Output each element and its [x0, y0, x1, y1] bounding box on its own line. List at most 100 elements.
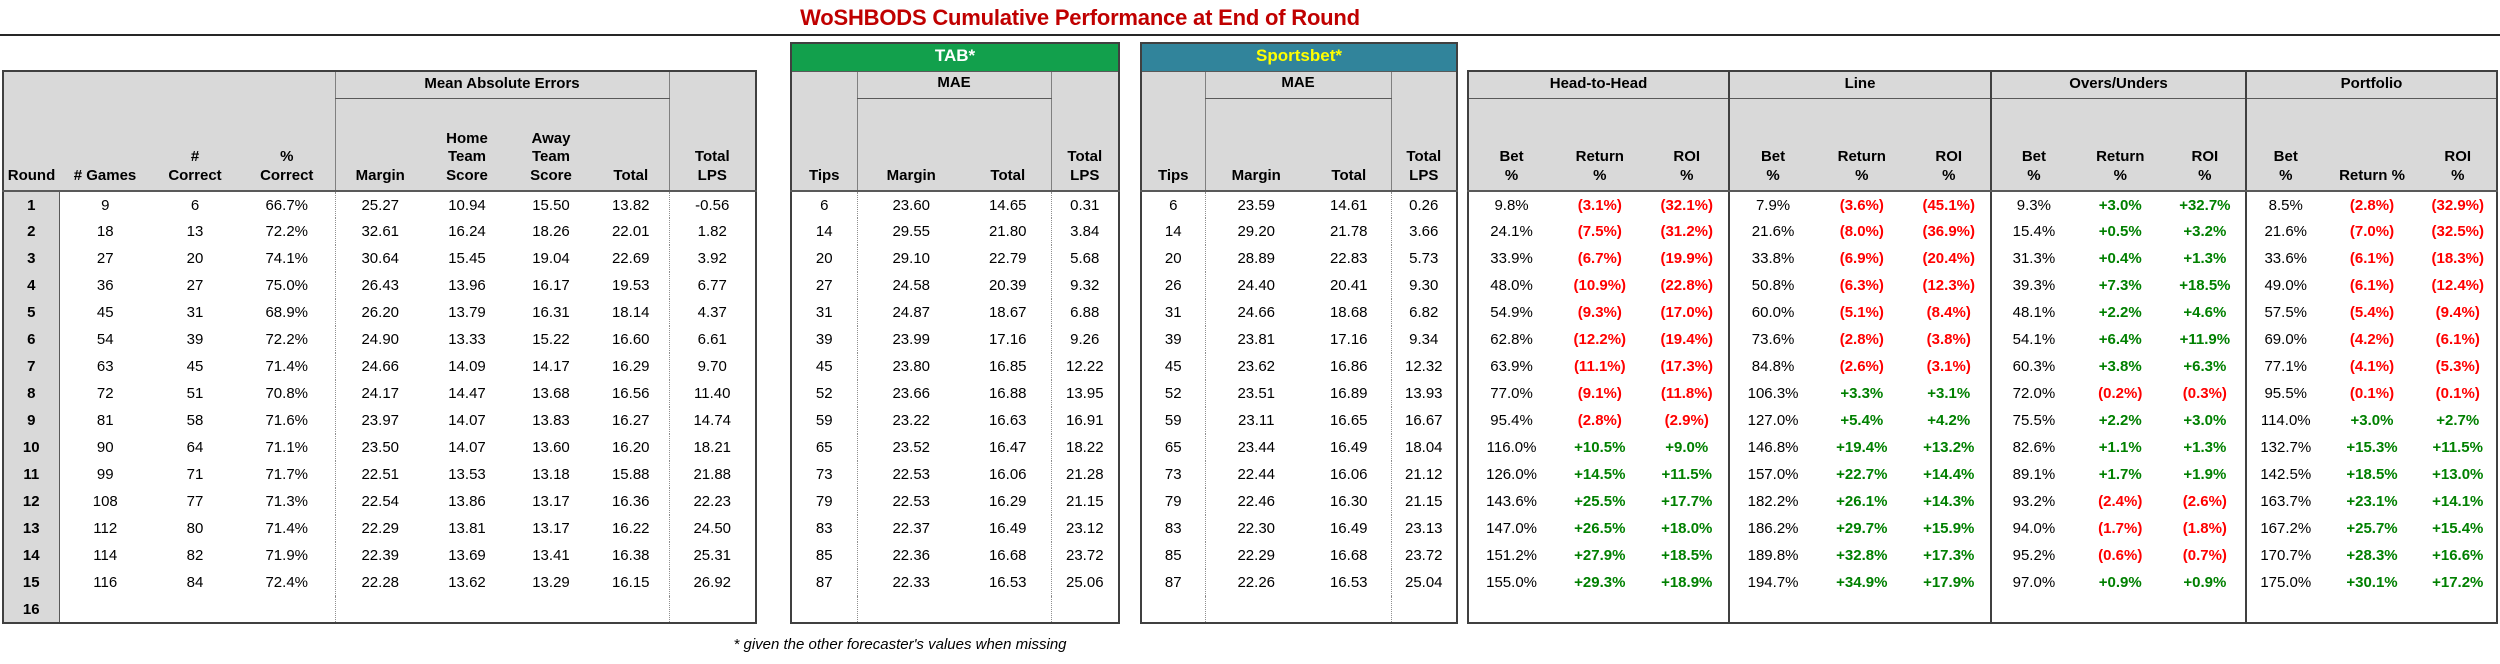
cell-h2h-1[interactable]: (7.5%) [1577, 223, 1622, 240]
cell-lps[interactable]: 26.92 [668, 569, 756, 596]
cell-h2h-2[interactable]: (19.4%) [1660, 331, 1713, 348]
cell-h2h-0[interactable]: 9.8% [1494, 196, 1529, 214]
cell-sb-2[interactable]: 16.49 [1329, 520, 1368, 537]
cell-ou-2[interactable] [2165, 596, 2246, 623]
cell-pf-2[interactable]: (32.9%) [2431, 196, 2485, 214]
cell-pf-2[interactable]: (9.4%) [2435, 304, 2480, 321]
cell-tab-2[interactable]: 22.79 [988, 250, 1027, 267]
cell-ou-0[interactable]: 72.0% [2012, 385, 2056, 402]
cell-h2h-1[interactable]: (9.1%) [1577, 385, 1622, 402]
cell-tab-0[interactable]: 14 [815, 223, 833, 240]
cell-tab-0[interactable]: 65 [815, 439, 833, 456]
cell-h2h-2[interactable]: (17.3%) [1660, 358, 1713, 375]
cell-ou-0[interactable] [1992, 596, 2076, 623]
cell-mae-0[interactable]: 32.61 [334, 218, 425, 245]
cell-tab-0[interactable]: 39 [815, 331, 833, 348]
cell-correct[interactable]: 84 [186, 574, 204, 591]
cell-tab-0[interactable]: 59 [815, 412, 833, 429]
cell-ou-2[interactable]: +3.0% [2183, 412, 2227, 429]
cell-mae-0[interactable]: 24.66 [334, 353, 425, 380]
cell-h2h-0[interactable]: 33.9% [1490, 250, 1533, 267]
cell-line-1[interactable]: +34.9% [1836, 574, 1888, 591]
cell-correct[interactable]: 80 [186, 520, 204, 537]
cell-sb-0[interactable]: 52 [1164, 385, 1182, 402]
cell-mae-1[interactable]: 14.09 [448, 358, 486, 375]
cell-correct[interactable]: 6 [190, 196, 200, 214]
cell-correct[interactable] [151, 596, 239, 623]
cell-sb-3[interactable]: 21.15 [1390, 488, 1458, 515]
cell-lps[interactable]: -0.56 [668, 191, 756, 218]
cell-tab-0[interactable]: 20 [815, 250, 833, 267]
cell-tab-1[interactable]: 22.37 [856, 515, 965, 542]
cell-sb-2[interactable]: 16.30 [1329, 493, 1368, 510]
cell-tab-0[interactable]: 52 [815, 385, 833, 402]
cell-lps[interactable]: 6.61 [668, 326, 756, 353]
cell-sb-3[interactable]: 23.72 [1390, 542, 1458, 569]
cell-round[interactable]: 10 [3, 434, 60, 461]
cell-round[interactable]: 9 [3, 407, 60, 434]
cell-lps[interactable]: 14.74 [668, 407, 756, 434]
cell-round[interactable]: 7 [3, 353, 60, 380]
cell-line-1[interactable]: +3.3% [1840, 385, 1884, 402]
cell-mae-2[interactable]: 13.60 [532, 439, 570, 456]
cell-tab-3[interactable]: 25.06 [1050, 569, 1120, 596]
cell-tab-1[interactable]: 29.55 [856, 218, 965, 245]
cell-line-1[interactable]: (6.3%) [1839, 277, 1884, 294]
cell-round[interactable]: 11 [3, 461, 60, 488]
cell-pf-0[interactable]: 33.6% [2264, 250, 2308, 267]
cell-mae-1[interactable]: 13.81 [448, 520, 486, 537]
cell-lps[interactable]: 22.23 [668, 488, 756, 515]
cell-pct[interactable]: 66.7% [265, 196, 309, 214]
cell-line-2[interactable]: +13.2% [1923, 439, 1975, 456]
cell-mae-2[interactable]: 13.17 [532, 493, 570, 510]
cell-lps[interactable]: 4.37 [668, 299, 756, 326]
cell-tab-2[interactable]: 16.63 [988, 412, 1027, 429]
cell-sb-0[interactable] [1141, 596, 1205, 623]
cell-sb-2[interactable]: 17.16 [1329, 331, 1368, 348]
cell-mae-1[interactable]: 14.07 [448, 412, 486, 429]
cell-mae-3[interactable]: 16.22 [611, 520, 650, 537]
cell-ou-0[interactable]: 31.3% [2012, 250, 2056, 267]
cell-line-2[interactable]: (12.3%) [1922, 277, 1975, 294]
cell-ou-2[interactable]: +0.9% [2183, 574, 2227, 591]
cell-tab-2[interactable]: 16.85 [988, 358, 1027, 375]
cell-tab-0[interactable] [791, 596, 857, 623]
cell-ou-2[interactable]: (1.8%) [2182, 520, 2227, 537]
cell-mae-1[interactable]: 13.62 [448, 574, 486, 591]
cell-ou-1[interactable]: +0.5% [2098, 223, 2142, 240]
cell-tab-0[interactable]: 6 [820, 196, 829, 214]
cell-line-2[interactable]: +15.9% [1923, 520, 1975, 537]
cell-ou-0[interactable]: 75.5% [2012, 412, 2056, 429]
cell-sb-3[interactable]: 9.34 [1390, 326, 1458, 353]
cell-h2h-0[interactable]: 62.8% [1490, 331, 1533, 348]
cell-ou-0[interactable]: 39.3% [2012, 277, 2056, 294]
cell-ou-2[interactable]: +11.9% [2179, 331, 2231, 348]
cell-mae-3[interactable]: 16.56 [611, 385, 650, 402]
cell-ou-0[interactable]: 48.1% [2012, 304, 2056, 321]
cell-pf-1[interactable]: (4.2%) [2349, 331, 2395, 348]
cell-correct[interactable]: 82 [186, 547, 204, 564]
cell-pf-1[interactable]: (7.0%) [2349, 223, 2395, 240]
cell-line-0[interactable]: 7.9% [1755, 196, 1791, 214]
cell-sb-0[interactable]: 45 [1164, 358, 1182, 375]
cell-tab-3[interactable]: 9.32 [1050, 272, 1120, 299]
cell-h2h-1[interactable]: (2.8%) [1577, 412, 1622, 429]
cell-line-0[interactable]: 33.8% [1751, 250, 1795, 267]
cell-pf-1[interactable]: +18.5% [2346, 466, 2398, 483]
cell-line-1[interactable]: +29.7% [1836, 520, 1888, 537]
cell-pf-2[interactable] [2420, 596, 2498, 623]
cell-h2h-2[interactable]: +18.9% [1661, 574, 1713, 591]
cell-ou-0[interactable]: 60.3% [2012, 358, 2056, 375]
cell-h2h-2[interactable] [1645, 596, 1729, 623]
cell-h2h-2[interactable]: (31.2%) [1660, 223, 1713, 240]
cell-tab-2[interactable]: 14.65 [988, 196, 1027, 214]
cell-pct[interactable]: 72.2% [265, 223, 309, 240]
cell-line-0[interactable]: 182.2% [1747, 493, 1799, 510]
cell-line-0[interactable]: 106.3% [1747, 385, 1799, 402]
cell-sb-0[interactable]: 59 [1164, 412, 1182, 429]
cell-mae-3[interactable]: 16.15 [611, 574, 650, 591]
cell-tab-1[interactable]: 22.53 [856, 461, 965, 488]
cell-line-1[interactable]: +5.4% [1840, 412, 1884, 429]
cell-sb-3[interactable]: 5.73 [1390, 245, 1458, 272]
cell-tab-0[interactable]: 73 [815, 466, 833, 483]
